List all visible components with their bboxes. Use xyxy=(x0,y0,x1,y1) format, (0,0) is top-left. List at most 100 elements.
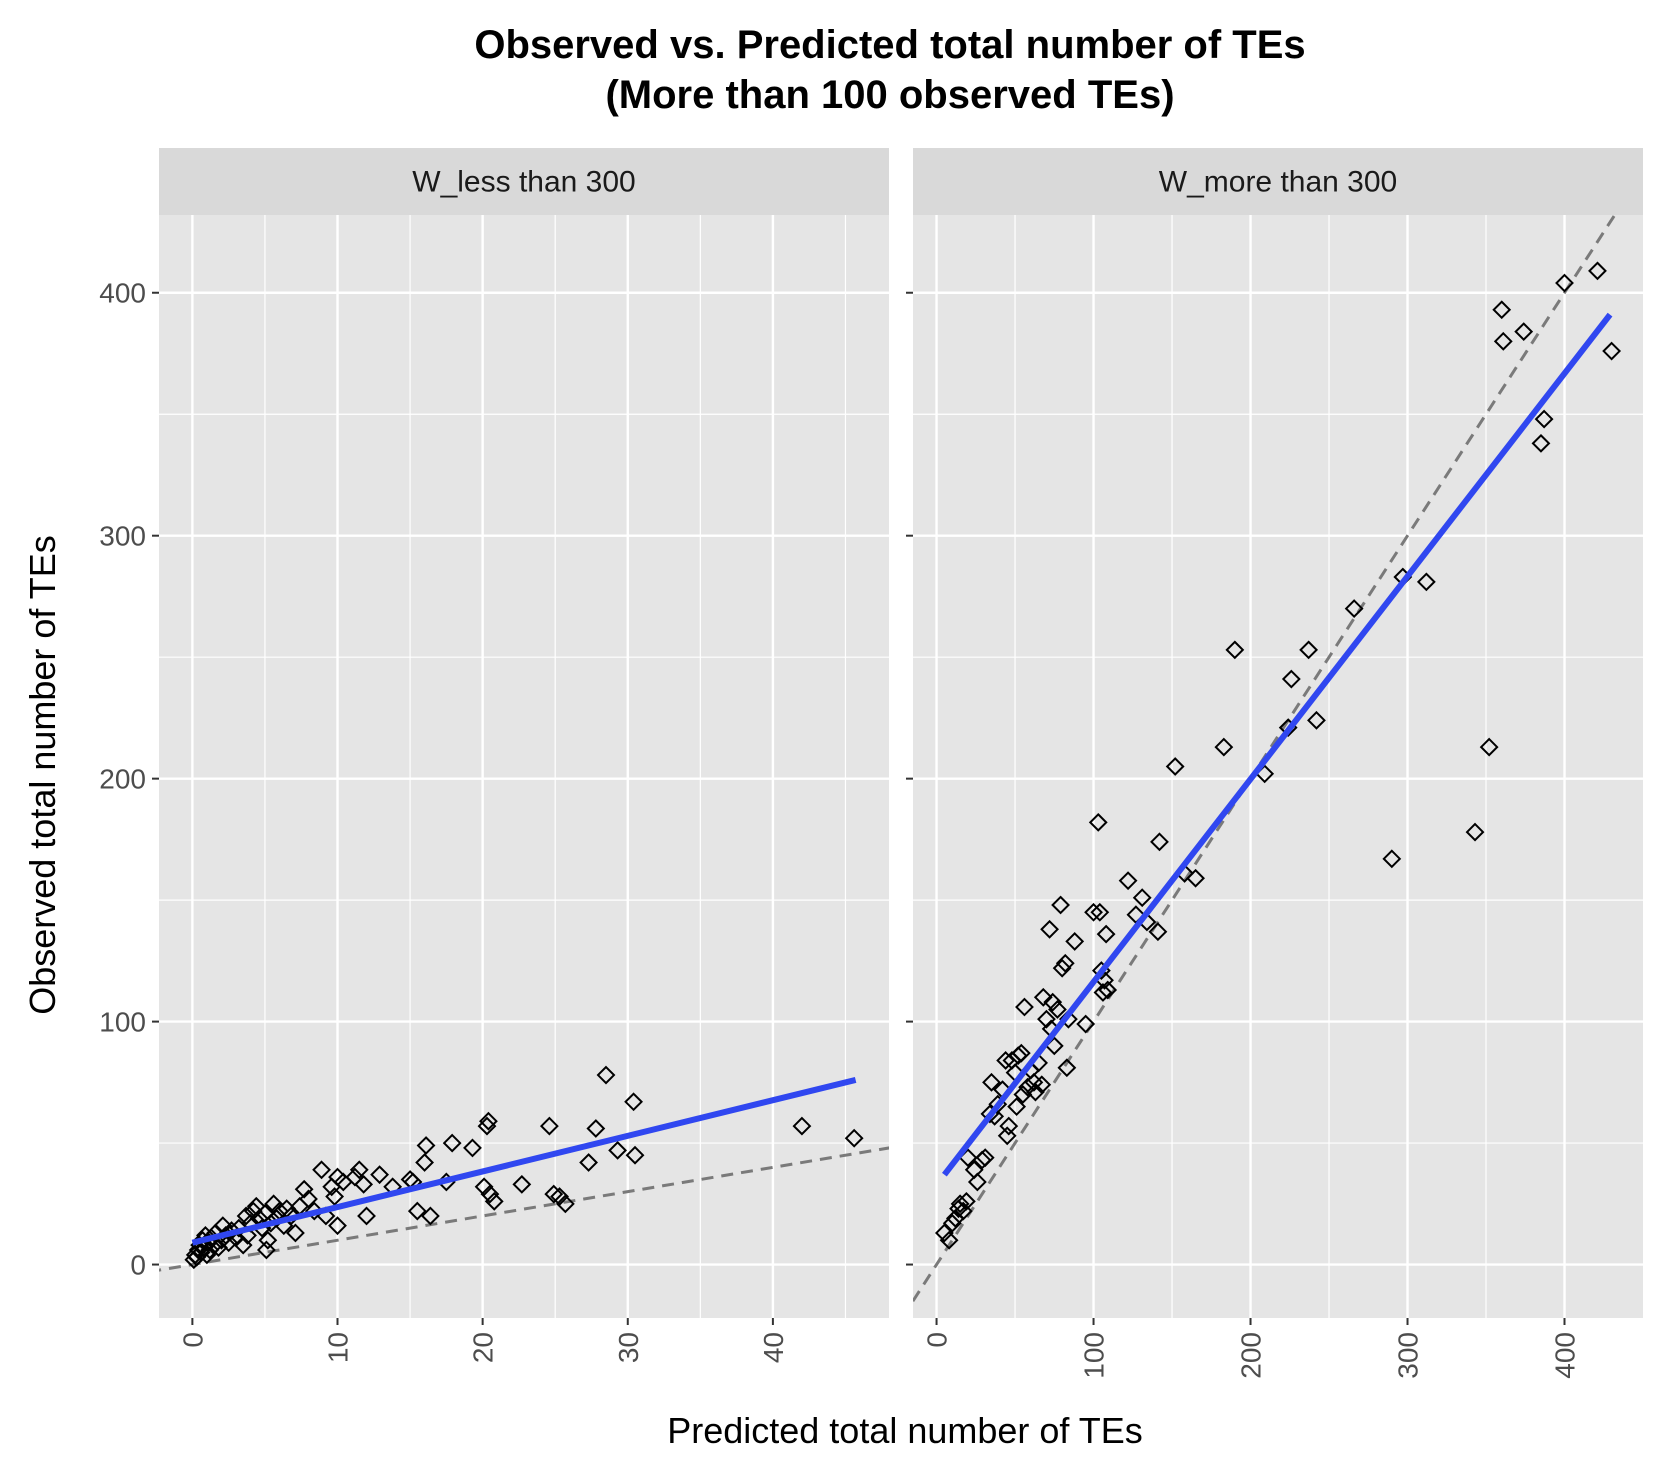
data-point xyxy=(1416,572,1436,592)
data-point xyxy=(286,1223,305,1243)
data-point xyxy=(370,1165,390,1185)
data-point xyxy=(1084,902,1103,922)
data-point xyxy=(1088,812,1108,832)
data-point xyxy=(1118,871,1138,891)
y-tick-label: 300 xyxy=(99,521,146,552)
data-point xyxy=(1037,1009,1056,1029)
data-point xyxy=(484,1191,504,1211)
data-point xyxy=(243,1201,263,1221)
data-point xyxy=(264,1194,284,1214)
data-point xyxy=(1148,922,1168,942)
data-point xyxy=(512,1174,532,1194)
chart-title: Observed vs. Predicted total number of T… xyxy=(474,23,1305,67)
data-point xyxy=(950,1194,970,1214)
data-point xyxy=(325,1187,345,1206)
data-point xyxy=(996,1051,1016,1070)
y-axis-title: Observed total number of TEs xyxy=(22,535,63,1015)
x-tick-label: 0 xyxy=(922,1332,953,1348)
data-point xyxy=(480,1184,500,1204)
data-point xyxy=(555,1194,575,1214)
x-tick-label: 100 xyxy=(1079,1332,1110,1379)
panel-background xyxy=(159,215,889,1318)
data-point xyxy=(474,1177,494,1197)
data-point xyxy=(1225,640,1245,660)
data-point xyxy=(1132,888,1152,908)
data-point xyxy=(1534,409,1554,429)
data-point xyxy=(204,1235,224,1255)
x-tick-label: 300 xyxy=(1393,1332,1424,1379)
data-point xyxy=(608,1140,628,1160)
data-point xyxy=(256,1240,276,1260)
data-point xyxy=(1026,1082,1045,1102)
x-tick-label: 400 xyxy=(1550,1332,1581,1379)
data-point xyxy=(236,1206,256,1226)
reference-line xyxy=(913,215,1617,1304)
data-point xyxy=(1043,992,1063,1012)
data-point xyxy=(1479,737,1499,757)
x-tick-label: 10 xyxy=(323,1332,354,1363)
gridlines xyxy=(913,215,1643,1318)
facet-strip xyxy=(913,148,1643,215)
data-point xyxy=(1602,341,1622,361)
data-point xyxy=(625,1145,645,1165)
data-point xyxy=(1051,895,1070,915)
data-point xyxy=(328,1216,347,1236)
data-point xyxy=(281,1206,301,1226)
data-point xyxy=(997,1126,1017,1146)
data-point xyxy=(349,1160,369,1180)
data-point xyxy=(312,1160,331,1180)
x-axis-title: Predicted total number of TEs xyxy=(667,1410,1143,1451)
y-tick-label: 0 xyxy=(130,1250,146,1281)
data-point xyxy=(1465,822,1485,842)
fit-line xyxy=(191,1076,857,1246)
data-point xyxy=(416,1136,436,1155)
data-point xyxy=(1076,1014,1096,1034)
panel-background xyxy=(913,215,1643,1318)
data-point xyxy=(792,1116,812,1136)
data-point xyxy=(844,1128,864,1148)
data-point xyxy=(1186,868,1205,888)
data-point xyxy=(956,1191,976,1211)
data-point xyxy=(442,1133,462,1153)
data-point xyxy=(1057,1058,1077,1078)
data-point xyxy=(1033,987,1053,1007)
data-point xyxy=(550,1187,569,1206)
data-point xyxy=(206,1223,226,1243)
data-point xyxy=(1015,997,1034,1017)
data-point xyxy=(299,1189,318,1209)
data-point xyxy=(1052,958,1072,978)
data-point xyxy=(479,1111,498,1131)
facet-strip xyxy=(159,148,889,215)
data-point xyxy=(345,1167,365,1187)
data-point xyxy=(196,1225,215,1245)
data-point xyxy=(596,1065,616,1085)
data-point xyxy=(1307,710,1326,730)
x-tick-label: 20 xyxy=(468,1332,499,1363)
data-point xyxy=(1492,300,1512,320)
y-tick-label: 200 xyxy=(99,764,146,795)
data-point xyxy=(1096,924,1116,944)
fit-line xyxy=(942,312,1613,1177)
data-point xyxy=(1007,1097,1027,1117)
data-point xyxy=(1281,669,1301,689)
data-point xyxy=(942,1213,962,1233)
data-point xyxy=(222,1221,241,1240)
data-point xyxy=(407,1201,427,1221)
data-point xyxy=(579,1153,598,1172)
data-point xyxy=(420,1206,440,1226)
data-point xyxy=(354,1174,374,1194)
data-point xyxy=(463,1138,482,1158)
data-point xyxy=(294,1179,314,1199)
data-point xyxy=(1040,919,1059,939)
data-point xyxy=(1090,902,1110,922)
data-point xyxy=(624,1092,643,1112)
data-point xyxy=(999,1116,1019,1136)
x-tick-label: 30 xyxy=(613,1332,644,1363)
y-tick-label: 400 xyxy=(99,278,146,309)
data-point xyxy=(1093,983,1113,1002)
data-point xyxy=(1098,980,1118,1000)
data-point xyxy=(1555,273,1574,293)
data-point xyxy=(539,1116,559,1136)
data-point xyxy=(1214,737,1234,757)
